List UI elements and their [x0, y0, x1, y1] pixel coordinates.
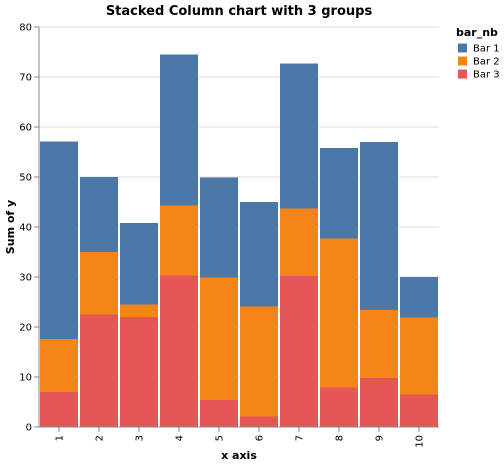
x-tick-label: 4 — [175, 435, 186, 441]
bar-bar-1-cat-3 — [120, 223, 158, 305]
bar-bar-1-cat-2 — [80, 177, 118, 252]
x-tick-label: 7 — [295, 435, 306, 441]
y-tick-label: 20 — [19, 323, 32, 334]
bar-bar-1-cat-10 — [400, 277, 438, 318]
x-tick-label: 3 — [135, 435, 146, 441]
bar-bar-3-cat-4 — [160, 275, 198, 427]
bar-bar-3-cat-5 — [200, 400, 238, 427]
bar-bar-2-cat-4 — [160, 205, 198, 276]
y-tick-label: 10 — [19, 373, 32, 384]
x-tick-label: 8 — [335, 435, 346, 441]
x-tick-label: 10 — [415, 435, 426, 448]
y-tick-label: 60 — [19, 123, 32, 134]
bar-bar-1-cat-9 — [360, 142, 398, 310]
bar-bar-2-cat-8 — [320, 238, 358, 388]
bar-bar-2-cat-7 — [280, 208, 318, 276]
x-axis: 1 2 3 4 5 6 7 8 9 10 — [39, 426, 439, 448]
y-axis: 0 10 20 30 40 50 60 70 80 — [19, 23, 40, 434]
legend-title: bar_nb — [456, 26, 498, 39]
bar-bar-2-cat-3 — [120, 304, 158, 317]
legend-swatch-bar-3 — [458, 69, 467, 79]
bar-bar-3-cat-6 — [240, 416, 278, 427]
bar-bar-2-cat-6 — [240, 306, 278, 417]
bar-bar-3-cat-2 — [80, 314, 118, 427]
legend: bar_nb Bar 1 Bar 2 Bar 3 — [456, 26, 500, 81]
x-tick-label: 2 — [95, 435, 106, 441]
legend-label: Bar 3 — [473, 70, 500, 81]
x-tick-label: 5 — [215, 435, 226, 441]
bar-bar-2-cat-5 — [200, 277, 238, 400]
y-tick-label: 30 — [19, 273, 32, 284]
y-tick-label: 40 — [19, 223, 32, 234]
bar-bar-3-cat-8 — [320, 387, 358, 427]
legend-label: Bar 2 — [473, 57, 500, 68]
legend-swatch-bar-2 — [458, 56, 467, 66]
bar-bar-2-cat-2 — [80, 252, 118, 315]
legend-label: Bar 1 — [473, 44, 500, 55]
y-tick-label: 50 — [19, 173, 32, 184]
y-tick-label: 0 — [26, 423, 32, 434]
bar-bar-1-cat-5 — [200, 177, 238, 278]
bar-bar-3-cat-3 — [120, 317, 158, 427]
bar-bar-1-cat-8 — [320, 148, 358, 239]
x-tick-label: 9 — [375, 435, 386, 441]
bar-bar-2-cat-9 — [360, 310, 398, 378]
bar-bar-2-cat-1 — [40, 339, 78, 392]
bar-bar-3-cat-10 — [400, 394, 438, 427]
legend-swatch-bar-1 — [458, 43, 467, 53]
x-axis-title: x axis — [221, 449, 257, 462]
bar-bar-2-cat-10 — [400, 317, 438, 395]
y-tick-label: 70 — [19, 73, 32, 84]
bar-bar-1-cat-7 — [280, 63, 318, 209]
bar-bar-3-cat-1 — [40, 392, 78, 427]
y-axis-title: Sum of y — [4, 200, 17, 254]
y-tick-label: 80 — [19, 23, 32, 34]
bar-bar-3-cat-7 — [280, 276, 318, 427]
bar-bar-1-cat-1 — [40, 141, 78, 339]
bar-bar-1-cat-6 — [240, 202, 278, 307]
x-tick-label: 6 — [255, 435, 266, 441]
bar-bar-3-cat-9 — [360, 378, 398, 427]
bar-bar-1-cat-4 — [160, 54, 198, 206]
chart-title: Stacked Column chart with 3 groups — [106, 4, 373, 19]
x-tick-label: 1 — [55, 435, 66, 441]
bars — [40, 54, 438, 427]
